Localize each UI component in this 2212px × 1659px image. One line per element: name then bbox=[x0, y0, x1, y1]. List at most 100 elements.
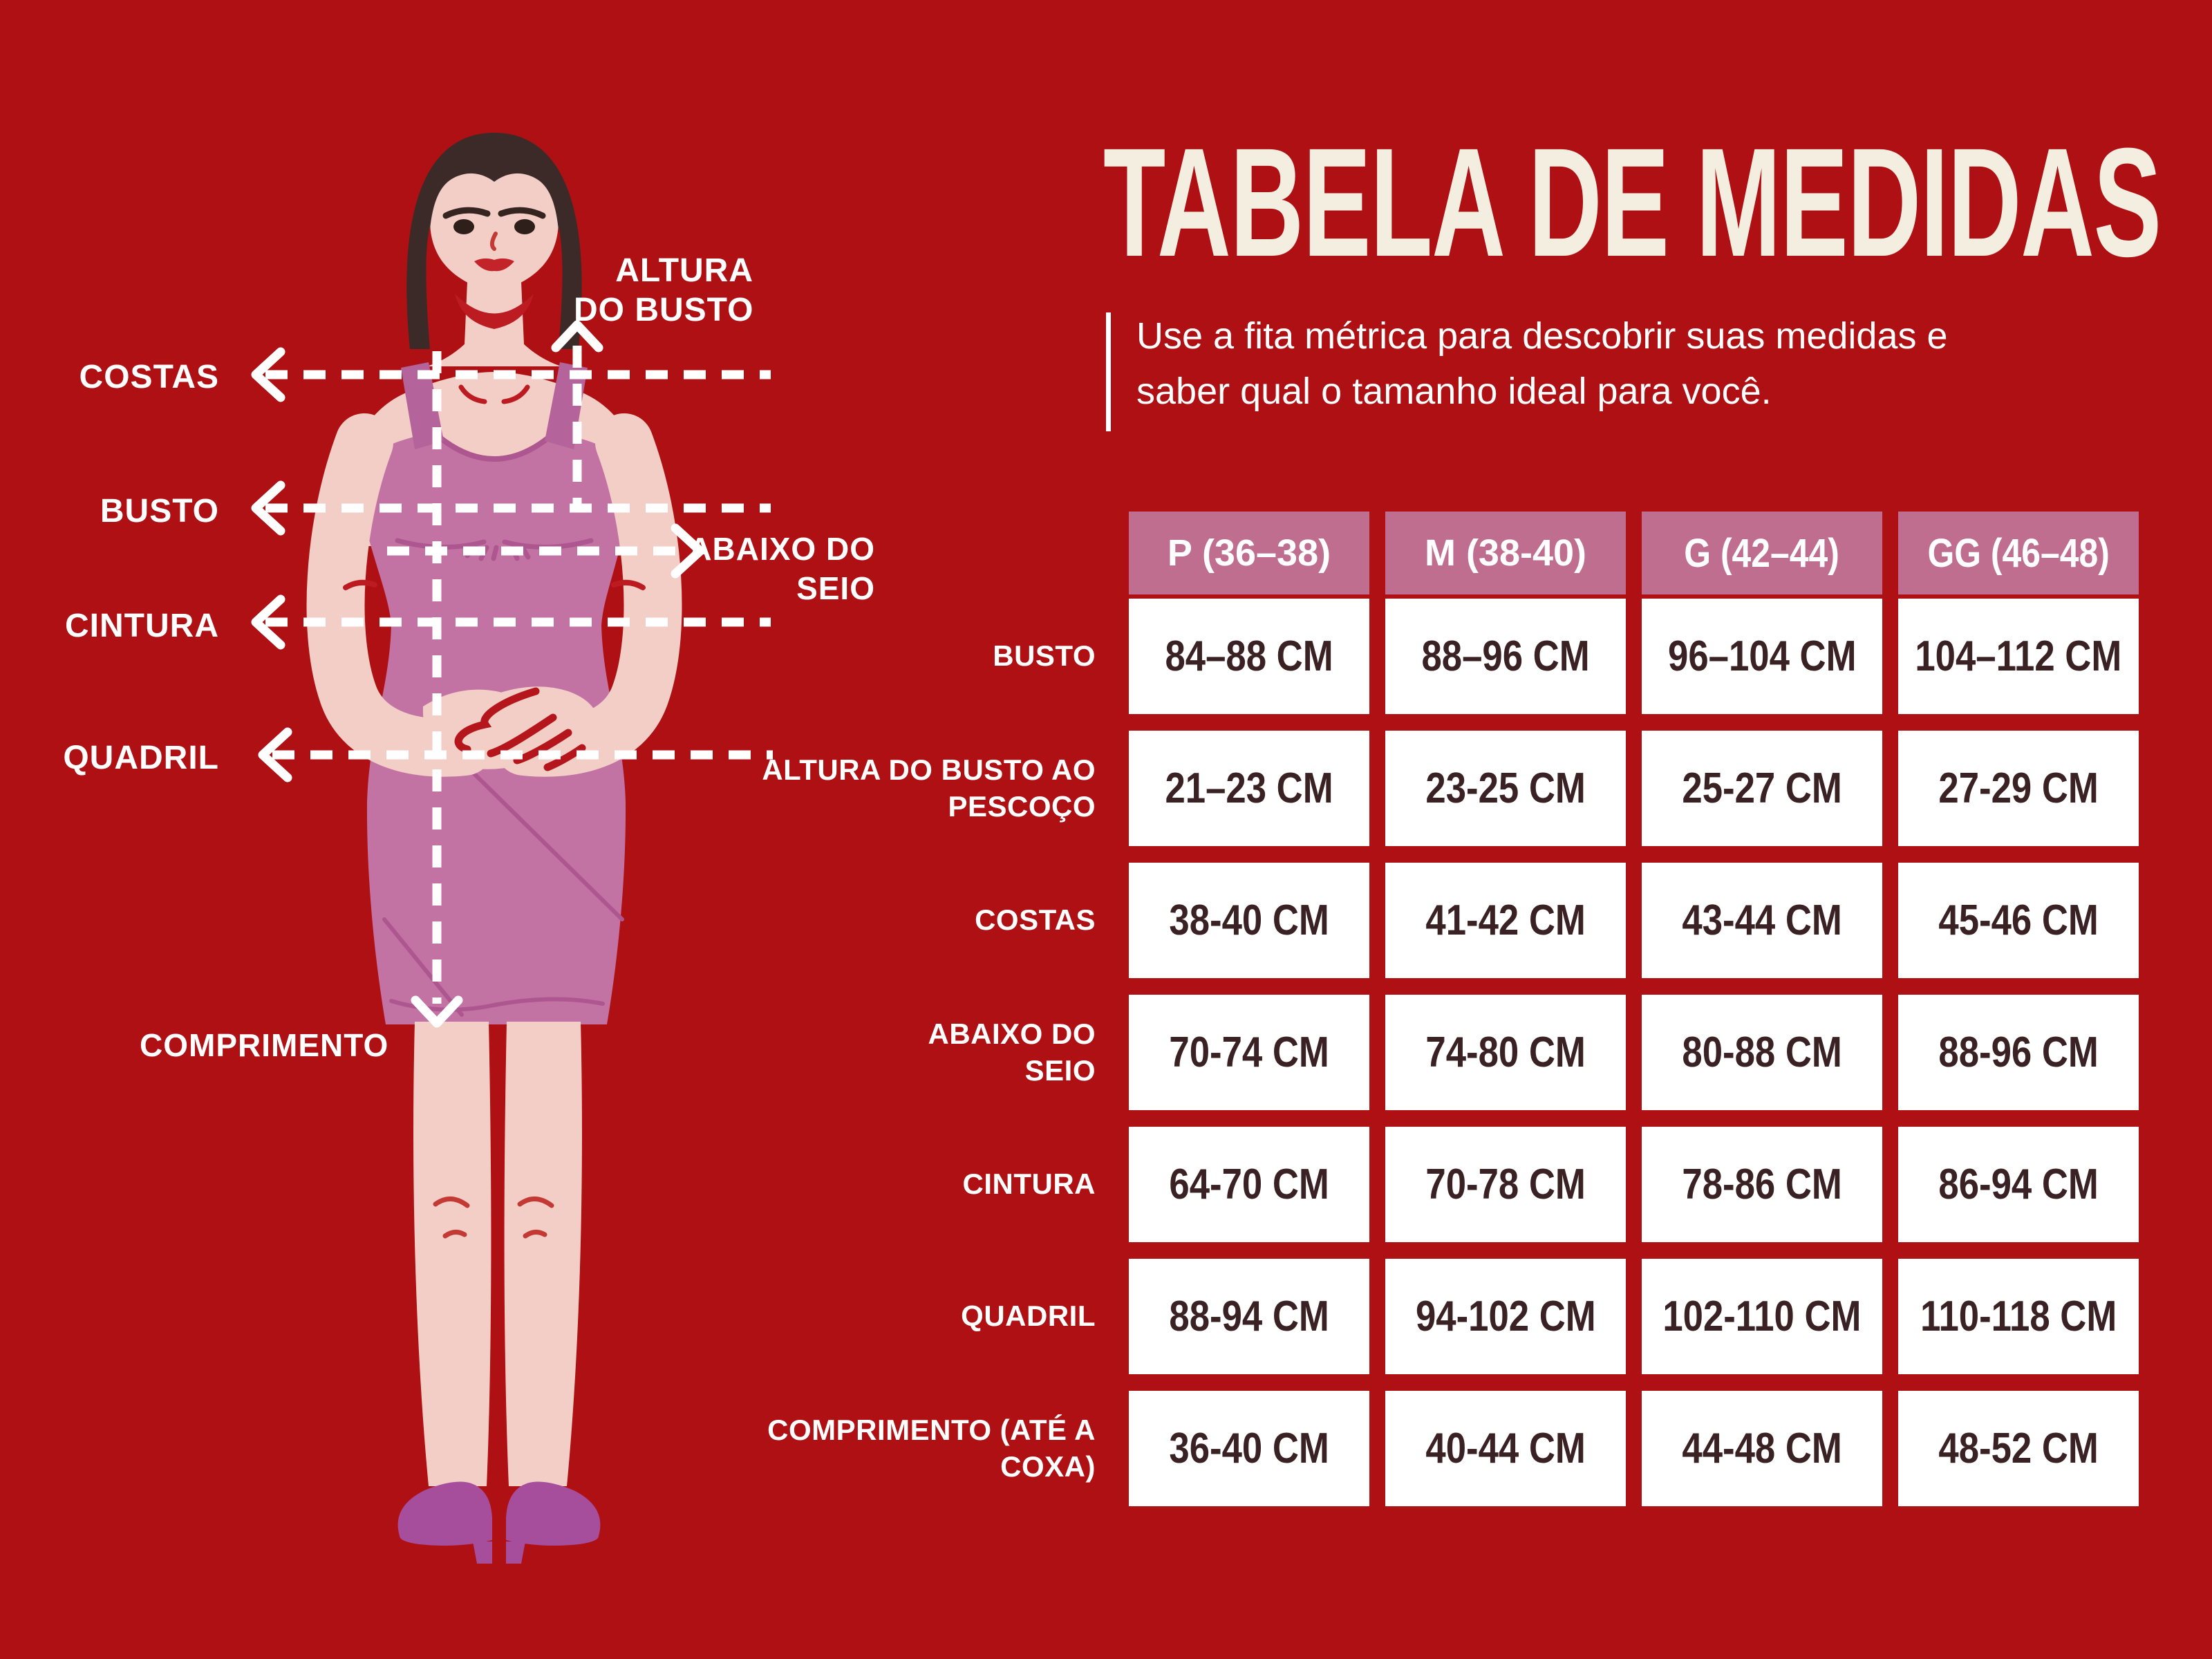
chin-shadow bbox=[455, 294, 534, 329]
arm-left bbox=[306, 413, 494, 777]
cell-abaixo-p: 70-74 CM bbox=[1129, 995, 1369, 1110]
lips bbox=[474, 258, 514, 272]
column-header-p-label: P (36–38) bbox=[1167, 532, 1331, 574]
cell-abaixo-gg: 88-96 CM bbox=[1898, 995, 2139, 1110]
subtitle-line2: saber qual o tamanho ideal para você. bbox=[1136, 371, 1772, 412]
cell-costas-p: 38-40 CM bbox=[1129, 863, 1369, 978]
row-label-comprimento-line1: COMPRIMENTO (ATÉ A bbox=[767, 1414, 1096, 1446]
figure-label-altura-do-busto: ALTURA DO BUSTO bbox=[574, 251, 753, 330]
subtitle-line1: Use a fita métrica para descobrir suas m… bbox=[1136, 315, 1948, 357]
cell-altura-m: 23-25 CM bbox=[1385, 731, 1626, 846]
hair-front-shape bbox=[429, 141, 559, 229]
row-label-quadril-line1: QUADRIL bbox=[961, 1300, 1096, 1333]
cell-busto-m: 88–96 CM bbox=[1385, 599, 1626, 714]
row-label-comprimento: COMPRIMENTO (ATÉ A COXA) bbox=[726, 1391, 1113, 1506]
cell-comprimento-p: 36-40 CM bbox=[1129, 1391, 1369, 1506]
cell-quadril-m: 94-102 CM bbox=[1385, 1259, 1626, 1374]
row-label-busto-line1: BUSTO bbox=[993, 639, 1096, 673]
row-label-abaixo-do-seio: ABAIXO DO SEIO bbox=[726, 995, 1113, 1110]
cell-comprimento-m: 40-44 CM bbox=[1385, 1391, 1626, 1506]
column-header-gg-label: GG (46–48) bbox=[1927, 530, 2110, 576]
row-label-altura-busto-pescoco: ALTURA DO BUSTO AO PESCOÇO bbox=[726, 731, 1113, 846]
cell-altura-p: 21–23 CM bbox=[1129, 731, 1369, 846]
collarbone-marks bbox=[458, 384, 530, 404]
figure-label-abaixo-line1: ABAIXO DO bbox=[688, 531, 875, 567]
quadril-arrow-icon bbox=[258, 727, 292, 782]
figure-label-busto: BUSTO bbox=[100, 493, 219, 529]
subtitle-accent-bar bbox=[1106, 312, 1111, 431]
busto-arrow-icon bbox=[251, 480, 285, 536]
woman-figure bbox=[306, 133, 682, 1564]
leg-left bbox=[413, 1022, 491, 1486]
face-shape bbox=[430, 158, 559, 293]
cell-quadril-gg: 110-118 CM bbox=[1898, 1259, 2139, 1374]
comprimento-arrow-icon bbox=[411, 995, 463, 1028]
row-label-comprimento-line2: COXA) bbox=[1000, 1450, 1096, 1483]
figure-label-costas: COSTAS bbox=[79, 359, 219, 395]
size-table: P (36–38) M (38-40) G (42–44) GG (46–48)… bbox=[726, 512, 2139, 1514]
cell-busto-gg: 104–112 CM bbox=[1898, 599, 2139, 714]
figure-label-altura-line1: ALTURA bbox=[615, 252, 753, 289]
page-subtitle: Use a fita métrica para descobrir suas m… bbox=[1136, 308, 2159, 419]
table-body: BUSTO 84–88 CM 88–96 CM 96–104 CM 104–11… bbox=[726, 599, 2139, 1506]
figure-label-abaixo-line2: SEIO bbox=[796, 570, 875, 606]
cell-altura-g: 25-27 CM bbox=[1642, 731, 1882, 846]
elbow-marks bbox=[343, 579, 646, 590]
woman-illustration bbox=[251, 133, 773, 1564]
shoe-right bbox=[506, 1481, 601, 1564]
column-header-p: P (36–38) bbox=[1129, 512, 1369, 594]
cell-busto-g: 96–104 CM bbox=[1642, 599, 1882, 714]
eye-left bbox=[453, 219, 474, 234]
cell-quadril-p: 88-94 CM bbox=[1129, 1259, 1369, 1374]
column-header-gg: GG (46–48) bbox=[1898, 512, 2139, 594]
eyebrow-right bbox=[498, 207, 546, 219]
row-label-altura-line2: PESCOÇO bbox=[948, 789, 1096, 823]
cell-cintura-p: 64-70 CM bbox=[1129, 1127, 1369, 1242]
leg-right bbox=[504, 1022, 582, 1486]
column-header-m-label: M (38-40) bbox=[1424, 532, 1587, 574]
cell-costas-gg: 45-46 CM bbox=[1898, 863, 2139, 978]
column-header-m: M (38-40) bbox=[1385, 512, 1626, 594]
row-label-altura-line1: ALTURA DO BUSTO AO bbox=[762, 753, 1096, 786]
row-label-busto: BUSTO bbox=[726, 599, 1113, 714]
table-header-spacer bbox=[726, 512, 1113, 594]
row-label-cintura: CINTURA bbox=[726, 1127, 1113, 1242]
row-label-cintura-line1: CINTURA bbox=[962, 1168, 1096, 1201]
figure-label-quadril: QUADRIL bbox=[63, 740, 219, 776]
cell-altura-gg: 27-29 CM bbox=[1898, 731, 2139, 846]
figure-label-comprimento: COMPRIMENTO bbox=[140, 1027, 389, 1063]
figure-label-altura-line2: DO BUSTO bbox=[574, 292, 754, 328]
row-label-quadril: QUADRIL bbox=[726, 1259, 1113, 1374]
eye-right bbox=[514, 219, 535, 234]
page-title: TABELA DE MEDIDAS bbox=[1103, 116, 2162, 289]
costas-arrow-icon bbox=[251, 347, 285, 402]
cell-quadril-g: 102-110 CM bbox=[1642, 1259, 1882, 1374]
column-header-g: G (42–44) bbox=[1642, 512, 1882, 594]
row-label-abaixo-line2: SEIO bbox=[1024, 1053, 1096, 1087]
cell-comprimento-g: 44-48 CM bbox=[1642, 1391, 1882, 1506]
cell-cintura-g: 78-86 CM bbox=[1642, 1127, 1882, 1242]
finger-lines bbox=[454, 687, 586, 771]
cintura-arrow-icon bbox=[251, 594, 285, 650]
row-label-costas: COSTAS bbox=[726, 863, 1113, 978]
row-label-abaixo-line1: ABAIXO DO bbox=[928, 1018, 1096, 1050]
cell-costas-g: 43-44 CM bbox=[1642, 863, 1882, 978]
knee-marks bbox=[433, 1197, 554, 1239]
table-header-row: P (36–38) M (38-40) G (42–44) GG (46–48) bbox=[726, 512, 2139, 594]
neckline-seam bbox=[431, 430, 557, 462]
figure-label-abaixo-do-seio: ABAIXO DO SEIO bbox=[688, 529, 875, 608]
measurement-lines bbox=[251, 320, 773, 1028]
cell-costas-m: 41-42 CM bbox=[1385, 863, 1626, 978]
altura-busto-arrow-icon bbox=[551, 320, 603, 353]
cell-cintura-m: 70-78 CM bbox=[1385, 1127, 1626, 1242]
cell-cintura-gg: 86-94 CM bbox=[1898, 1127, 2139, 1242]
cell-abaixo-m: 74-80 CM bbox=[1385, 995, 1626, 1110]
cell-comprimento-gg: 48-52 CM bbox=[1898, 1391, 2139, 1506]
shoe-left bbox=[397, 1481, 492, 1564]
figure-label-cintura: CINTURA bbox=[65, 608, 219, 644]
row-label-costas-line1: COSTAS bbox=[975, 903, 1096, 937]
abaixo-arrow-icon bbox=[671, 523, 705, 579]
column-header-g-label: G (42–44) bbox=[1684, 530, 1840, 576]
cell-busto-p: 84–88 CM bbox=[1129, 599, 1369, 714]
